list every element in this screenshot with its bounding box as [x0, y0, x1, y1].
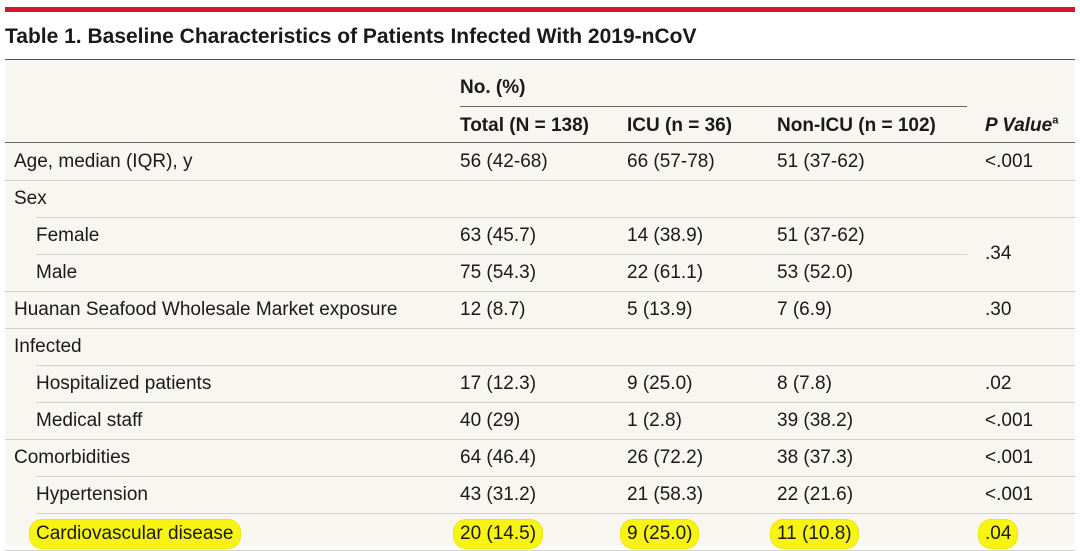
- cell-p-value: .02: [985, 373, 1012, 394]
- cell-value: 51 (37-62): [777, 151, 865, 172]
- row-label: Hospitalized patients: [36, 373, 212, 394]
- col-header-icu: ICU (n = 36): [627, 115, 733, 136]
- cell-p-value: <.001: [985, 447, 1034, 468]
- col-header-pvalue: P Valuea: [985, 114, 1059, 136]
- cell-value: 11 (10.8): [771, 520, 858, 548]
- cell-value: 43 (31.2): [460, 484, 537, 505]
- row-divider: [36, 476, 1075, 477]
- cell-value: 20 (14.5): [454, 520, 543, 548]
- header-rule: [5, 142, 1075, 143]
- cell-value: 40 (29): [460, 410, 521, 431]
- row-divider: [36, 513, 1075, 514]
- col-header-total: Total (N = 138): [460, 115, 589, 136]
- row-divider: [36, 402, 1075, 403]
- cell-p-value: <.001: [985, 484, 1034, 505]
- row-label: Sex: [14, 188, 47, 209]
- row-label: Age, median (IQR), y: [14, 151, 193, 172]
- cell-value: 53 (52.0): [777, 262, 854, 283]
- p-value-sex: .34: [985, 243, 1012, 264]
- row-divider: [36, 365, 1075, 366]
- cell-value: 39 (38.2): [777, 410, 854, 431]
- cell-value: 7 (6.9): [777, 299, 832, 320]
- cell-value: 5 (13.9): [627, 299, 693, 320]
- cell-value: 63 (45.7): [460, 225, 537, 246]
- cell-p-value: .04: [979, 520, 1018, 548]
- cell-value: 51 (37-62): [777, 225, 865, 246]
- table-figure: Table 1. Baseline Characteristics of Pat…: [5, 7, 1075, 551]
- group-header: No. (%): [460, 77, 526, 98]
- cell-value: 1 (2.8): [627, 410, 682, 431]
- row-label: Comorbidities: [14, 447, 131, 468]
- cell-value: 22 (21.6): [777, 484, 854, 505]
- cell-value: 38 (37.3): [777, 447, 854, 468]
- cell-value: 64 (46.4): [460, 447, 537, 468]
- row-divider: [5, 328, 1075, 329]
- row-label: Hypertension: [36, 484, 148, 505]
- cell-value: 21 (58.3): [627, 484, 704, 505]
- col-header-nonicu: Non-ICU (n = 102): [777, 115, 936, 136]
- row-label: Male: [36, 262, 78, 283]
- row-divider: [5, 439, 1075, 440]
- row-divider: [36, 217, 1075, 218]
- cell-p-value: .30: [985, 299, 1012, 320]
- cell-value: 22 (61.1): [627, 262, 704, 283]
- cell-value: 56 (42-68): [460, 151, 548, 172]
- row-divider: [5, 291, 1075, 292]
- cell-value: 26 (72.2): [627, 447, 704, 468]
- cell-value: 75 (54.3): [460, 262, 537, 283]
- cell-value: 14 (38.9): [627, 225, 704, 246]
- cell-value: 8 (7.8): [777, 373, 832, 394]
- group-header-underline: [460, 106, 967, 107]
- row-label: Infected: [14, 336, 82, 357]
- row-label: Cardiovascular disease: [30, 520, 240, 548]
- title-rule: [5, 7, 1075, 12]
- row-label: Huanan Seafood Wholesale Market exposure: [14, 299, 398, 320]
- row-label: Female: [36, 225, 100, 246]
- cell-value: 9 (25.0): [621, 520, 699, 548]
- cell-p-value: <.001: [985, 410, 1034, 431]
- row-label: Medical staff: [36, 410, 143, 431]
- row-divider: [5, 180, 1075, 181]
- row-divider: [36, 254, 967, 255]
- cell-value: 9 (25.0): [627, 373, 693, 394]
- table-title: Table 1. Baseline Characteristics of Pat…: [5, 25, 697, 48]
- cell-p-value: <.001: [985, 151, 1034, 172]
- cell-value: 66 (57-78): [627, 151, 715, 172]
- cell-value: 12 (8.7): [460, 299, 526, 320]
- data-table: No. (%) Total (N = 138) ICU (n = 36) Non…: [5, 59, 1075, 551]
- cell-value: 17 (12.3): [460, 373, 537, 394]
